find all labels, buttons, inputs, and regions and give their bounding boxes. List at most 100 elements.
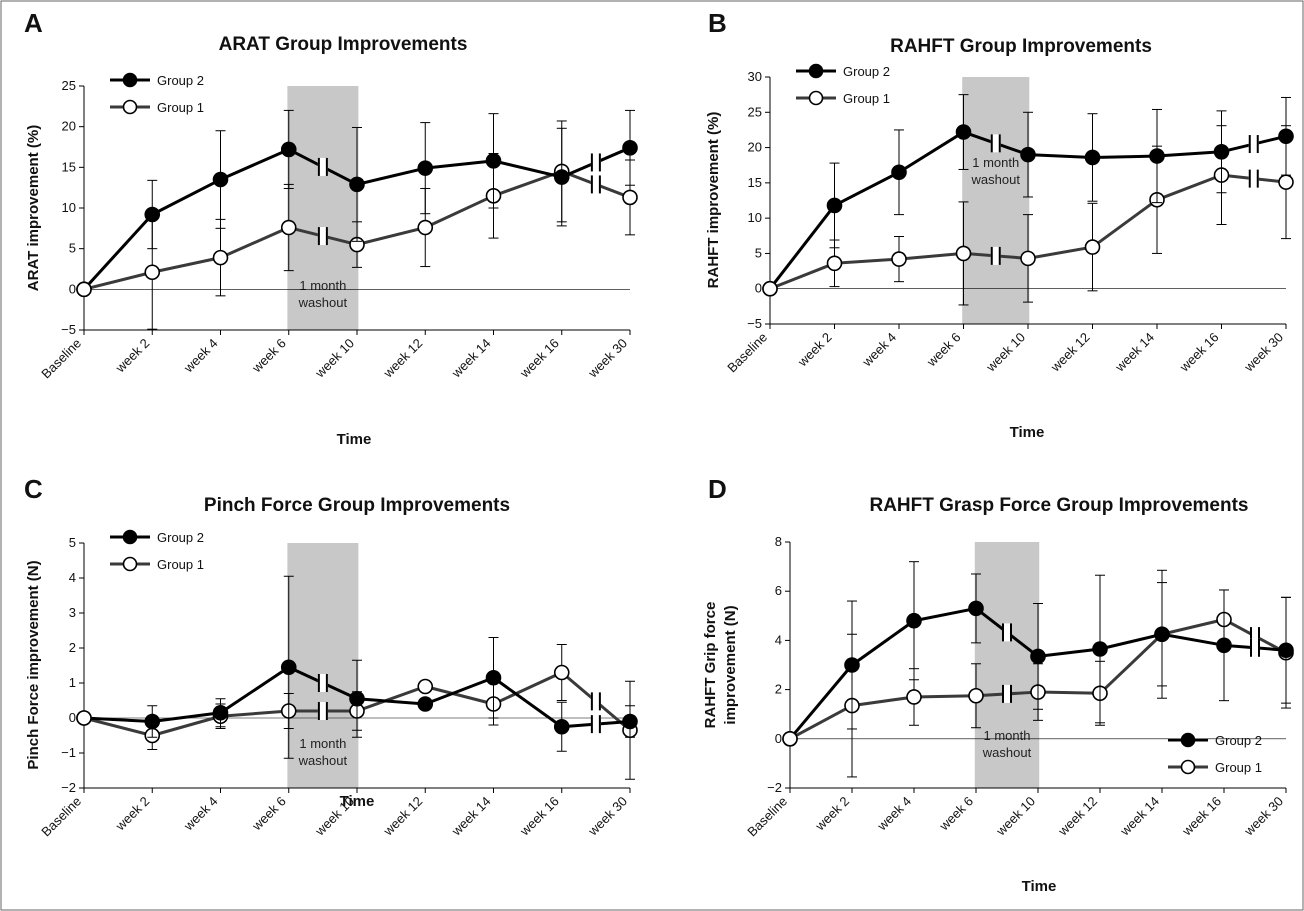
washout-label-line: washout xyxy=(298,753,348,768)
legend-label: Group 1 xyxy=(843,91,890,106)
series-line-segment xyxy=(1027,245,1093,260)
washout-band xyxy=(287,543,359,788)
y-tick-label: 10 xyxy=(748,210,762,225)
series-line-segment xyxy=(788,664,854,740)
legend-swatch-marker xyxy=(122,529,138,545)
legend-label: Group 2 xyxy=(843,64,890,79)
data-point xyxy=(1213,144,1230,160)
washout-label-line: washout xyxy=(971,172,1021,187)
break-gap xyxy=(590,175,601,194)
data-point xyxy=(826,197,843,214)
data-point xyxy=(1278,174,1294,190)
data-point xyxy=(349,690,365,707)
break-gap xyxy=(1002,684,1012,703)
washout-label-line: washout xyxy=(982,745,1032,760)
break-gap xyxy=(1002,623,1012,642)
data-point xyxy=(485,669,502,686)
legend-label: Group 1 xyxy=(157,100,204,115)
data-point xyxy=(553,664,570,681)
y-tick-label: 20 xyxy=(748,140,762,155)
data-point xyxy=(212,171,229,188)
legend-swatch-marker xyxy=(1180,759,1196,775)
data-point xyxy=(485,153,502,169)
data-point xyxy=(826,255,843,272)
series-line-segment xyxy=(424,685,494,706)
series-line-segment xyxy=(898,251,964,261)
series-line-segment xyxy=(834,257,900,265)
data-point xyxy=(1278,642,1294,659)
y-tick-label: 5 xyxy=(755,245,762,260)
series-line-segment xyxy=(851,619,915,667)
series-line-segment xyxy=(425,159,494,170)
data-point xyxy=(349,176,365,193)
data-point xyxy=(212,704,229,721)
series-line-segment xyxy=(356,697,426,706)
series-line-segment xyxy=(83,716,153,723)
series-line-segment xyxy=(913,694,977,699)
y-tick-label: 1 xyxy=(69,675,76,690)
series-line-segment xyxy=(769,261,836,291)
y-tick-label: 3 xyxy=(69,605,76,620)
washout-label-line: 1 month xyxy=(299,736,346,751)
y-tick-label: 2 xyxy=(775,682,782,697)
break-gap xyxy=(317,702,328,720)
data-point xyxy=(891,251,907,267)
legend-label: Group 2 xyxy=(1215,733,1262,748)
panel-letter: D xyxy=(708,474,727,504)
series-line-segment xyxy=(851,695,915,708)
series-line-segment xyxy=(1027,153,1093,159)
data-point xyxy=(1149,148,1165,164)
chart-title: ARAT Group Improvements xyxy=(219,34,468,55)
series-line-segment xyxy=(1037,647,1101,658)
y-tick-label: −2 xyxy=(61,780,76,795)
series-line-segment xyxy=(356,685,426,713)
y-tick-label: 30 xyxy=(748,69,762,84)
chart-title: RAHFT Grasp Force Group Improvements xyxy=(869,495,1248,516)
data-point xyxy=(144,206,161,223)
data-point xyxy=(622,713,638,730)
break-gap xyxy=(990,134,1001,153)
series-group-2 xyxy=(782,561,1294,747)
series-line-segment xyxy=(493,159,563,179)
data-point xyxy=(280,141,297,158)
data-point xyxy=(280,219,297,236)
data-point xyxy=(955,124,972,140)
break-gap xyxy=(1250,638,1260,657)
data-point xyxy=(76,281,92,298)
legend-swatch-marker xyxy=(122,72,138,88)
y-tick-label: 5 xyxy=(69,535,76,550)
series-line-segment xyxy=(220,709,289,718)
legend-swatch-marker xyxy=(808,90,824,106)
y-tick-label: 25 xyxy=(748,104,762,119)
data-point xyxy=(1020,250,1036,267)
series-line-segment xyxy=(219,226,290,259)
data-point xyxy=(417,160,434,176)
series-line-segment xyxy=(82,213,154,291)
data-point xyxy=(417,696,434,712)
data-point xyxy=(622,140,638,156)
series-line-segment xyxy=(151,178,222,216)
data-point xyxy=(212,249,229,266)
data-point xyxy=(1020,146,1036,163)
y-tick-label: −2 xyxy=(767,780,782,795)
washout-band xyxy=(974,542,1040,788)
data-point xyxy=(1030,648,1046,665)
series-line-segment xyxy=(1161,632,1225,647)
legend-swatch-marker xyxy=(808,63,824,79)
y-tick-label: 5 xyxy=(69,241,76,256)
series-line-segment xyxy=(356,166,426,186)
panel-letter: B xyxy=(708,8,727,38)
y-tick-label: 8 xyxy=(775,534,782,549)
data-point xyxy=(968,687,984,704)
data-point xyxy=(891,164,907,181)
break-gap xyxy=(590,153,601,172)
break-gap xyxy=(1248,135,1259,154)
series-line-segment xyxy=(151,256,221,274)
data-point xyxy=(906,612,922,629)
data-point xyxy=(1092,641,1108,657)
x-axis-label: Time xyxy=(1010,424,1045,441)
y-tick-label: 4 xyxy=(69,570,76,585)
y-tick-label: 10 xyxy=(62,200,76,215)
